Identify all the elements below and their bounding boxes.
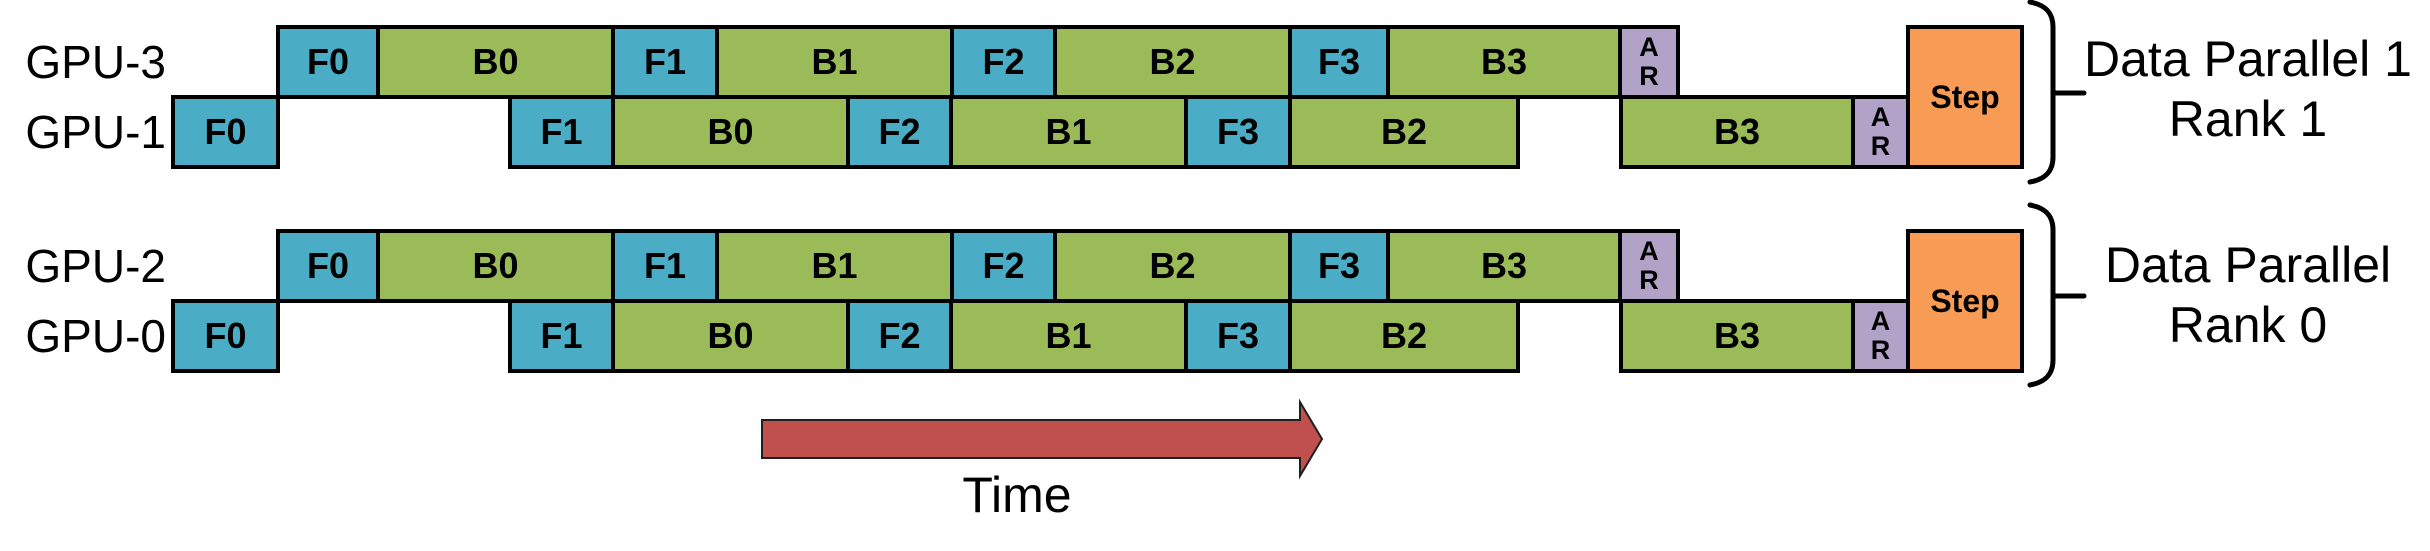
allreduce-letter: R — [1870, 131, 1891, 161]
forward-block: F0 — [276, 25, 380, 99]
gpu-row-label: GPU-1 — [25, 106, 166, 158]
group-brace — [2027, 202, 2087, 388]
allreduce-letter: R — [1639, 265, 1659, 295]
forward-block: F1 — [508, 299, 615, 373]
group-label-line: Rank 0 — [2168, 297, 2328, 353]
backward-block: B0 — [611, 95, 850, 169]
allreduce-letter: A — [1639, 32, 1659, 62]
step-block: Step — [1906, 25, 2024, 169]
forward-block: F3 — [1184, 299, 1292, 373]
backward-block: B1 — [949, 299, 1188, 373]
time-label: Time — [962, 467, 1072, 523]
backward-block: B2 — [1288, 95, 1520, 169]
gpu-row-label: GPU-0 — [25, 310, 166, 362]
backward-block: B1 — [715, 25, 954, 99]
forward-block: F2 — [846, 299, 953, 373]
step-block: Step — [1906, 229, 2024, 373]
backward-block: B3 — [1619, 299, 1855, 373]
group-label: Data Parallel Rank 0 — [2080, 235, 2416, 355]
forward-block: F1 — [508, 95, 615, 169]
forward-block: F2 — [950, 25, 1057, 99]
allreduce-letter: R — [1639, 61, 1659, 91]
backward-block: B0 — [611, 299, 850, 373]
forward-block: F3 — [1288, 25, 1390, 99]
forward-block: F0 — [171, 299, 280, 373]
allreduce-letter: A — [1870, 306, 1891, 336]
forward-block: F0 — [276, 229, 380, 303]
backward-block: B0 — [376, 229, 615, 303]
forward-block: F3 — [1288, 229, 1390, 303]
backward-block: B0 — [376, 25, 615, 99]
group-label-line: Rank 1 — [2168, 91, 2328, 147]
gpu-row-label: GPU-3 — [25, 36, 166, 88]
forward-block: F2 — [846, 95, 953, 169]
group-brace — [2027, 0, 2087, 185]
group-label-line: Data Parallel 1 — [2084, 31, 2412, 87]
backward-block: B1 — [949, 95, 1188, 169]
backward-block: B2 — [1053, 25, 1292, 99]
backward-block: B2 — [1053, 229, 1292, 303]
forward-block: F0 — [171, 95, 280, 169]
group-label: Data Parallel 1 Rank 1 — [2080, 29, 2416, 149]
time-arrow — [761, 398, 1324, 480]
forward-block: F1 — [611, 25, 719, 99]
forward-block: F3 — [1184, 95, 1292, 169]
allreduce-letter: R — [1870, 335, 1891, 365]
backward-block: B3 — [1386, 229, 1622, 303]
gpu-row-label: GPU-2 — [25, 240, 166, 292]
backward-block: B3 — [1619, 95, 1855, 169]
allreduce-letter: A — [1639, 236, 1659, 266]
forward-block: F2 — [950, 229, 1057, 303]
group-label-line: Data Parallel — [2104, 237, 2392, 293]
forward-block: F1 — [611, 229, 719, 303]
allreduce-letter: A — [1870, 102, 1891, 132]
backward-block: B3 — [1386, 25, 1622, 99]
backward-block: B2 — [1288, 299, 1520, 373]
backward-block: B1 — [715, 229, 954, 303]
